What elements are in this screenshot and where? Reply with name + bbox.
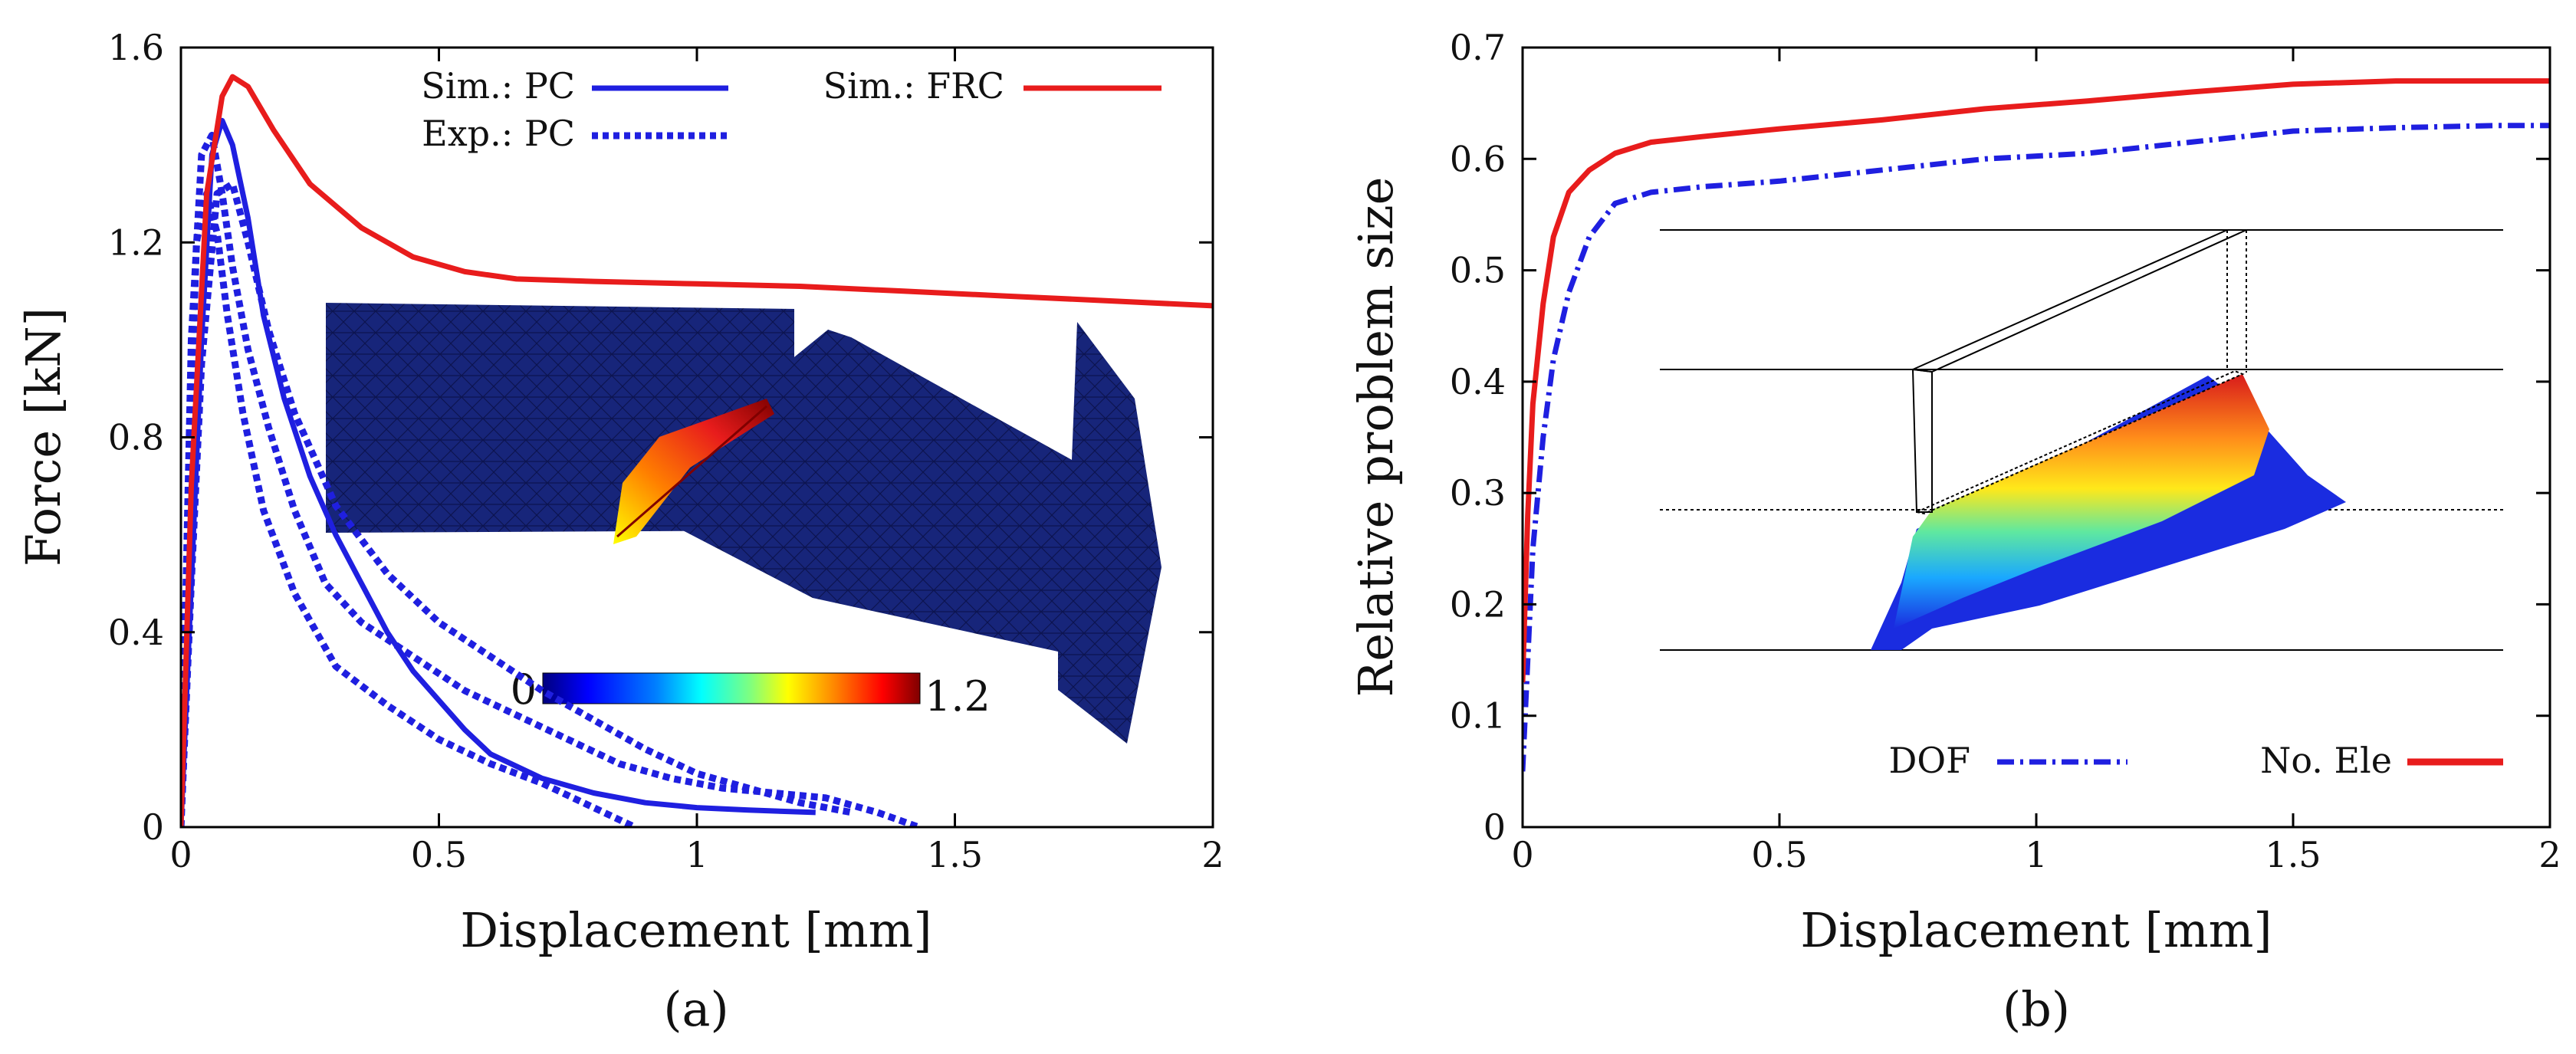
x-tick-label-a-3: 1.5 (927, 834, 983, 875)
legend-a: Sim.: PC Exp.: PC Sim.: FRC (421, 65, 1162, 154)
legend-label-sim-frc: Sim.: FRC (823, 65, 1004, 107)
y-tick-label-a-1: 0.4 (108, 612, 164, 653)
x-tick-label-a-0: 0 (169, 834, 192, 875)
x-tick-label-a-1: 0.5 (411, 834, 467, 875)
panel-a: 0 1.2 0 0.5 1 1.5 2 0 0.4 0.8 1.2 1.6 Sim.: PC Ex… (15, 27, 1224, 1037)
y-tick-label-b-1: 0.1 (1450, 695, 1506, 737)
panel-label-b: (b) (2003, 981, 2070, 1037)
y-tick-label-b-0: 0 (1484, 806, 1506, 848)
series-layer-a (181, 74, 1213, 827)
panel-label-a: (a) (663, 981, 728, 1037)
x-tick-label-b-4: 2 (2538, 834, 2561, 875)
legend-label-sim-pc: Sim.: PC (421, 65, 575, 107)
y-tick-label-a-0: 0 (142, 806, 164, 848)
y-tick-label-b-5: 0.5 (1450, 250, 1506, 291)
series-line-a-1 (181, 131, 920, 827)
inset-slab-top (1910, 229, 2247, 373)
y-tick-label-b-3: 0.3 (1450, 472, 1506, 514)
x-tick-label-a-4: 2 (1201, 834, 1224, 875)
legend-label-dof: DOF (1888, 740, 1970, 781)
y-axis-title-b: Relative problem size (1348, 177, 1404, 698)
damage-field (1894, 374, 2269, 629)
colorbar-max-label: 1.2 (925, 672, 991, 721)
series-line-b-0 (1523, 123, 2550, 772)
x-axis-title-a: Displacement [mm] (460, 902, 932, 958)
ticks-a: 0 0.5 1 1.5 2 0 0.4 0.8 1.2 1.6 (108, 27, 1224, 875)
legend-b: DOF No. Ele (1888, 740, 2503, 781)
y-tick-label-a-4: 1.6 (108, 27, 164, 68)
colorbar-min-label: 0 (511, 665, 537, 714)
y-tick-label-b-2: 0.2 (1450, 583, 1506, 625)
colorbar-gradient (542, 672, 921, 704)
ticks-b: 0 0.5 1 1.5 2 0 0.1 0.2 0.3 0.4 0.5 0.6 0.7 (1450, 27, 2561, 875)
domain-inset-b (1660, 229, 2503, 651)
mesh-inset-a (326, 303, 1162, 744)
crack-zone-dashed (1914, 369, 2245, 515)
x-tick-label-b-1: 0.5 (1751, 834, 1807, 875)
series-layer-b (1523, 78, 2550, 772)
mesh-right-body (621, 330, 1072, 652)
series-line-a-2 (181, 190, 637, 827)
colorbar-a: 0 1.2 (511, 665, 991, 721)
series-line-a-4 (181, 74, 1213, 827)
x-tick-label-b-0: 0 (1511, 834, 1533, 875)
series-line-a-3 (181, 180, 853, 827)
y-tick-label-b-6: 0.6 (1450, 138, 1506, 179)
crack-line (616, 405, 767, 538)
inset-slab-left (1911, 368, 1933, 513)
y-tick-label-b-7: 0.7 (1450, 27, 1506, 68)
x-tick-label-b-2: 1 (2025, 834, 2047, 875)
y-tick-label-a-2: 0.8 (108, 417, 164, 458)
y-tick-label-b-4: 0.4 (1450, 361, 1506, 402)
legend-label-no-ele: No. Ele (2260, 740, 2392, 781)
legend-label-exp-pc: Exp.: PC (422, 113, 575, 154)
y-axis-title-a: Force [kN] (15, 307, 71, 566)
x-axis-title-b: Displacement [mm] (1800, 902, 2272, 958)
plot-frame-b (1521, 46, 2551, 829)
series-line-b-1 (1523, 78, 2550, 683)
x-tick-label-a-2: 1 (685, 834, 708, 875)
y-tick-label-a-3: 1.2 (108, 222, 164, 263)
panel-b: 0 0.5 1 1.5 2 0 0.1 0.2 0.3 0.4 0.5 0.6 0.7 DOF No. … (1348, 27, 2561, 1037)
x-tick-label-b-3: 1.5 (2265, 834, 2321, 875)
